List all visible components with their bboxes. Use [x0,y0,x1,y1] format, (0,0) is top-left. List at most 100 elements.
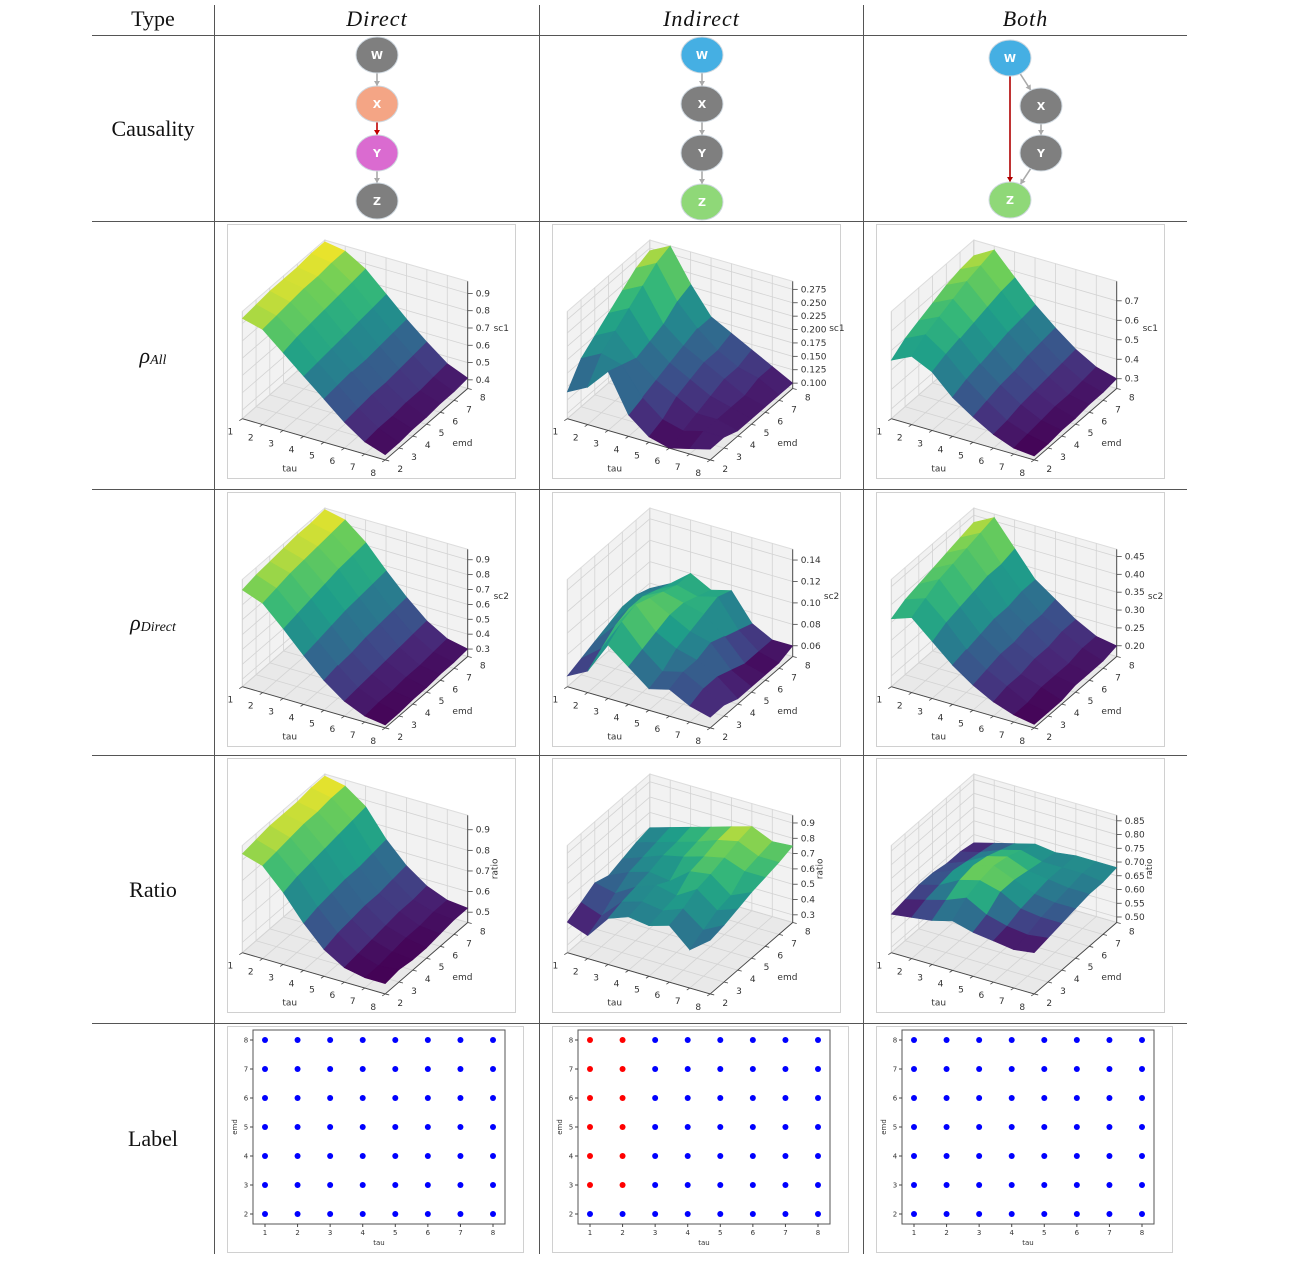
tau-tick [949,704,953,707]
scatter-point [327,1153,334,1159]
emd-tick-label: 7 [791,673,797,683]
scatter-point [684,1211,691,1217]
tau-tick [1030,993,1035,997]
scatter-point [1139,1153,1145,1159]
rho-symbol: ρ [130,609,141,635]
z-tick-label: 0.275 [801,285,827,295]
scatter-point [1041,1153,1048,1159]
tau-tick-label: 8 [1019,469,1025,479]
node-z [680,183,724,221]
tau-tick [381,459,386,463]
emd-tick-label: 6 [452,417,458,427]
scatter-point [749,1211,756,1217]
grid-line [973,820,1117,863]
node-label: Z [1006,194,1014,207]
grid-line [891,793,975,866]
tau-tick [666,715,670,719]
emd-tick-label: 8 [244,1037,248,1045]
scatter-point [294,1095,301,1101]
tau-tick [706,993,711,997]
scatter-point [619,1124,626,1130]
row-label-ratio: Ratio [92,756,214,1024]
tau-tick-label: 3 [917,439,923,449]
emd-tick-label: 4 [893,1153,898,1161]
scatter-point [943,1124,950,1130]
scatter-point [587,1066,593,1072]
scatter-point [619,1153,626,1159]
scatter-point [327,1066,334,1072]
tau-tick [300,970,304,973]
tau-tick-label: 2 [295,1229,299,1237]
scatter-point [815,1182,821,1188]
emd-tick-label: 4 [750,709,756,719]
tau-tick-label: 1 [552,428,558,438]
scatter-point [587,1095,593,1101]
tau-tick [949,970,953,973]
tau-tick-label: 8 [1019,1003,1025,1013]
scatter-point [1041,1066,1048,1072]
tau-tick-label: 2 [573,702,579,712]
z-tick-label: 0.30 [1125,606,1145,616]
z-tick-label: 0.250 [801,299,827,309]
scatter-point [1106,1182,1113,1188]
grid-line [904,940,1049,983]
tau-tick-label: 7 [675,731,681,741]
tau-tick-label: 4 [360,1229,365,1237]
emd-tick-label: 6 [893,1095,898,1103]
z-tick-label: 0.55 [1125,899,1145,909]
emd-tick-label: 3 [1060,453,1066,463]
tau-tick [888,952,892,956]
scatter-point [294,1124,301,1130]
node-x [680,85,724,123]
node-label: X [373,98,382,111]
tau-tick-label: 5 [393,1229,397,1237]
axes-box [901,1029,1155,1225]
tau-axis [891,952,1035,995]
z-axis-label: sc2 [824,592,839,602]
tau-tick-label: 7 [675,463,681,473]
scatter-point [619,1211,626,1217]
emd-axis-label: emd [1101,439,1121,449]
tau-tick-label: 3 [328,1229,332,1237]
emd-tick-label: 4 [244,1153,249,1161]
arrowhead-icon [699,81,705,86]
surface-face [262,851,298,893]
emd-tick-label: 7 [1115,673,1121,683]
tau-tick [969,441,974,445]
z-tick-label: 0.5 [1125,336,1139,346]
emd-tick-label: 2 [893,1211,897,1219]
scatter-point [1008,1211,1015,1217]
emd-tick-label: 2 [397,465,403,475]
tau-tick-label: 3 [593,439,599,449]
emd-tick [792,922,797,924]
emd-axis-label: emd [777,973,797,983]
emd-tick [1102,400,1108,402]
scatter-point [749,1153,756,1159]
tau-axis-label: tau [607,732,622,742]
tau-tick-label: 6 [655,457,661,467]
emd-tick [1034,993,1039,996]
header-type: Type [92,5,214,36]
tau-tick [361,987,366,991]
tau-tick-label: 3 [653,1229,657,1237]
tau-tick-label: 1 [227,428,233,438]
tau-tick [645,709,650,713]
emd-tick-label: 7 [466,939,472,949]
emd-tick-label: 4 [1074,441,1080,451]
z-tick-label: 0.6 [801,865,816,875]
emd-tick-label: 2 [1046,999,1052,1009]
scatter-point [652,1153,659,1159]
scatter-point [457,1153,464,1159]
tau-tick [969,709,974,713]
causality-graph-indirect: W X Y Z [539,36,863,222]
z-tick-label: 0.8 [476,307,491,317]
surface-face [688,924,725,951]
tau-tick-label: 7 [458,1229,462,1237]
scatter-point [684,1153,691,1159]
scatter-point [359,1153,366,1159]
tau-tick-label: 5 [634,451,640,461]
emd-tick-label: 2 [397,733,403,743]
tau-tick [320,709,325,713]
tau-tick [279,964,284,967]
z-tick-label: 0.60 [1125,886,1145,896]
